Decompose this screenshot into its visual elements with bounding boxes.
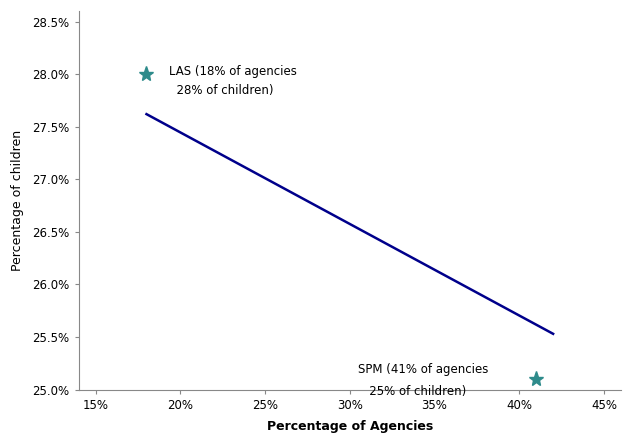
Text: 28% of children): 28% of children) <box>169 84 273 98</box>
Y-axis label: Percentage of children: Percentage of children <box>11 130 24 271</box>
Text: LAS (18% of agencies: LAS (18% of agencies <box>169 64 296 78</box>
Text: 25% of children): 25% of children) <box>358 385 466 398</box>
X-axis label: Percentage of Agencies: Percentage of Agencies <box>267 420 433 433</box>
Text: SPM (41% of agencies: SPM (41% of agencies <box>358 363 489 376</box>
